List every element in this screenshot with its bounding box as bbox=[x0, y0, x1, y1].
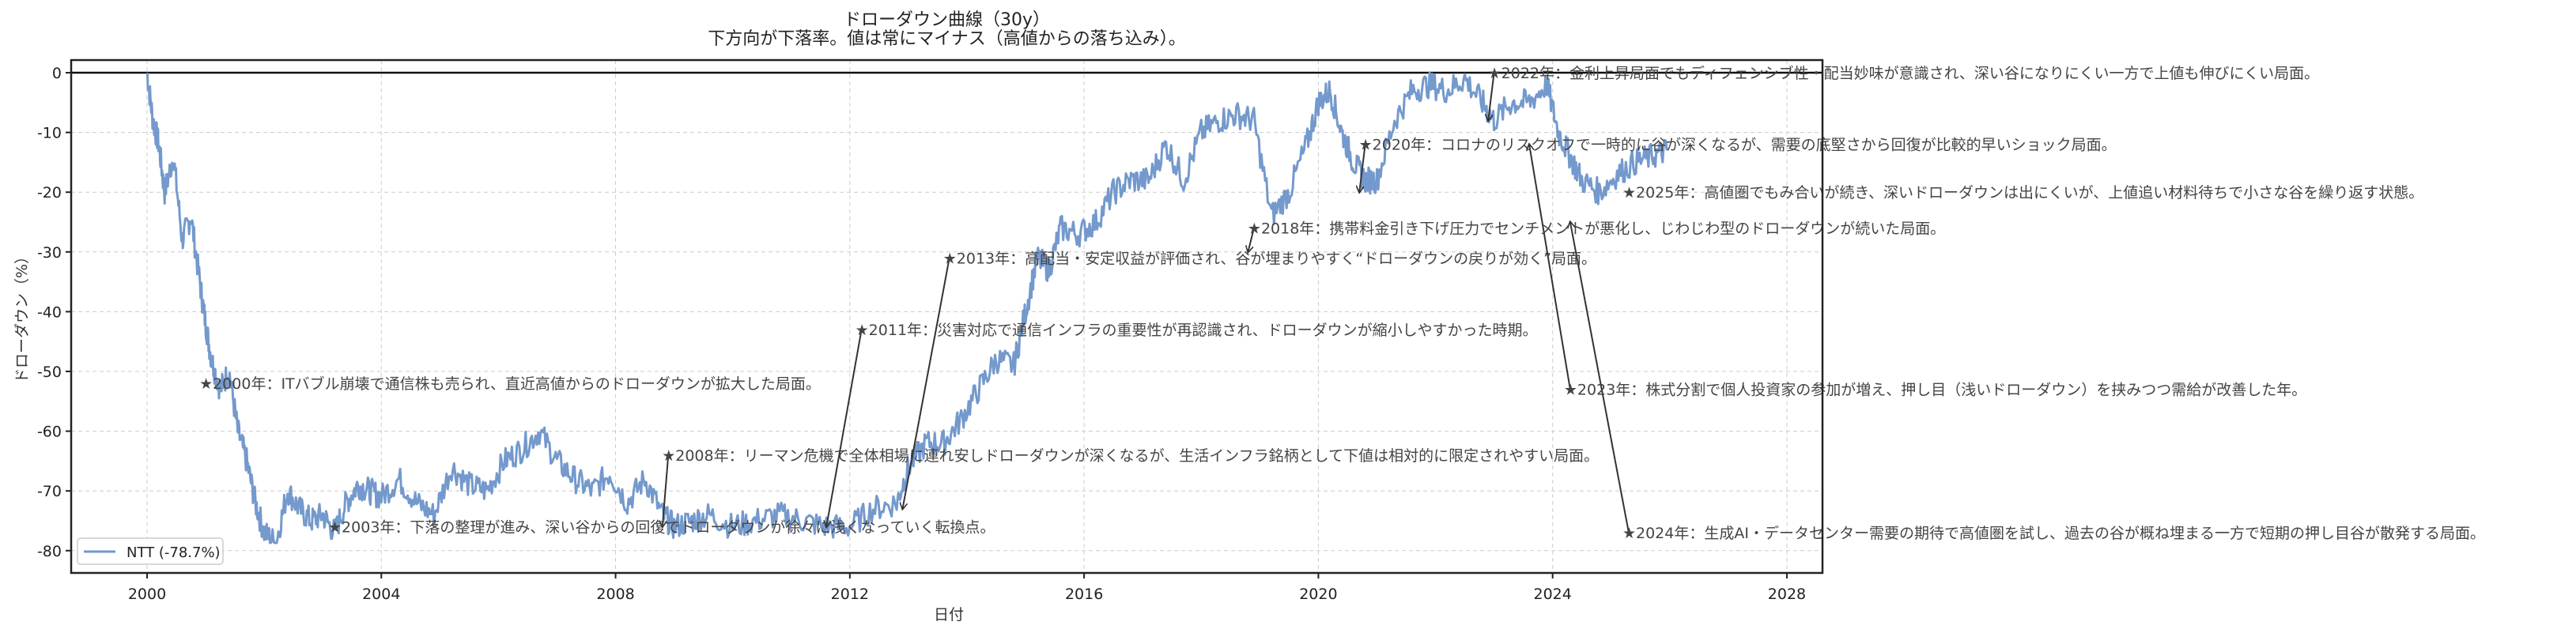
x-tick-label: 2008 bbox=[596, 586, 634, 603]
annotation-2024: ★2024年：生成AI・データセンター需要の期待で高値圏を試し、過去の谷が概ね埋… bbox=[1622, 525, 2485, 542]
x-tick-label: 2000 bbox=[128, 586, 166, 603]
y-tick-label: -50 bbox=[37, 364, 62, 381]
annotation-2013: ★2013年：高配当・安定収益が評価され、谷が埋まりやすく“ドローダウンの戻りが… bbox=[943, 250, 1596, 267]
annotations: ★2000年：ITバブル崩壊で通信株も売られ、直近高値からのドローダウンが拡大し… bbox=[199, 64, 2485, 542]
y-tick-label: -10 bbox=[37, 125, 62, 142]
annotation-2000: ★2000年：ITバブル崩壊で通信株も売られ、直近高値からのドローダウンが拡大し… bbox=[199, 375, 821, 393]
y-tick-label: -60 bbox=[37, 424, 62, 441]
chart-subtitle: 下方向が下落率。値は常にマイナス（高値からの落ち込み）。 bbox=[708, 29, 1186, 49]
legend[interactable]: NTT (-78.7%) bbox=[77, 537, 224, 565]
y-tick-label: -40 bbox=[37, 303, 62, 321]
x-tick-label: 2004 bbox=[362, 586, 400, 603]
annotation-arrow bbox=[903, 258, 950, 509]
y-tick-label: -80 bbox=[37, 543, 62, 560]
y-tick-label: 0 bbox=[52, 65, 62, 82]
x-tick-label: 2020 bbox=[1299, 586, 1337, 603]
y-axis-ticks: 0 -10 -20 -30 -40 -50 -60 -70 -80 bbox=[37, 65, 71, 560]
legend-box bbox=[77, 537, 224, 565]
grid-lines bbox=[71, 60, 1822, 573]
annotation-arrows bbox=[663, 72, 1630, 533]
annotation-2020: ★2020年：コロナのリスクオフで一時的に谷が深くなるが、需要の底堅さから回復が… bbox=[1359, 137, 2117, 154]
y-tick-label: -70 bbox=[37, 483, 62, 500]
annotation-2022: ★2022年：金利上昇局面でもディフェンシブ性・配当妙味が意識され、深い谷になり… bbox=[1488, 64, 2319, 82]
y-tick-label: -30 bbox=[37, 244, 62, 262]
annotation-arrow bbox=[1359, 144, 1366, 192]
annotation-arrow bbox=[1570, 222, 1630, 533]
x-tick-label: 2028 bbox=[1768, 586, 1806, 603]
x-axis-ticks: 2000 2004 2008 2012 2016 2020 2024 2028 bbox=[128, 573, 1806, 603]
annotation-2018: ★2018年：携帯料金引き下げ圧力でセンチメントが悪化し、じわじわ型のドローダウ… bbox=[1248, 220, 1945, 238]
chart-title: ドローダウン曲線（30y） bbox=[843, 10, 1050, 30]
axes-frame bbox=[70, 58, 1824, 575]
x-tick-label: 2016 bbox=[1065, 586, 1103, 603]
x-tick-label: 2012 bbox=[831, 586, 869, 603]
annotation-arrow bbox=[663, 454, 670, 527]
x-axis-label: 日付 bbox=[934, 606, 964, 624]
y-tick-label: -20 bbox=[37, 184, 62, 202]
annotation-arrow bbox=[1488, 72, 1495, 120]
annotation-2025: ★2025年：高値圏でもみ合いが続き、深いドローダウンは出にくいが、上値追い材料… bbox=[1622, 184, 2423, 202]
annotation-arrow bbox=[1529, 145, 1571, 390]
annotation-arrow bbox=[826, 329, 863, 526]
legend-label: NTT (-78.7%) bbox=[127, 544, 221, 561]
ntt-drawdown-line bbox=[145, 71, 1668, 544]
annotation-arrow bbox=[1248, 228, 1255, 252]
x-tick-label: 2024 bbox=[1534, 586, 1572, 603]
annotation-2008: ★2008年：リーマン危機で全体相場に連れ安しドローダウンが深くなるが、生活イン… bbox=[662, 447, 1599, 465]
annotation-2003: ★2003年：下落の整理が進み、深い谷からの回復でドローダウンが徐々に浅くなって… bbox=[328, 519, 995, 537]
drawdown-line-series bbox=[145, 71, 1668, 544]
annotation-2011: ★2011年：災害対応で通信インフラの重要性が再認識され、ドローダウンが縮小しや… bbox=[856, 322, 1538, 339]
annotation-2023: ★2023年：株式分割で個人投資家の参加が増え、押し目（浅いドローダウン）を挟み… bbox=[1564, 382, 2306, 399]
y-axis-label: ドローダウン（%） bbox=[13, 249, 31, 383]
